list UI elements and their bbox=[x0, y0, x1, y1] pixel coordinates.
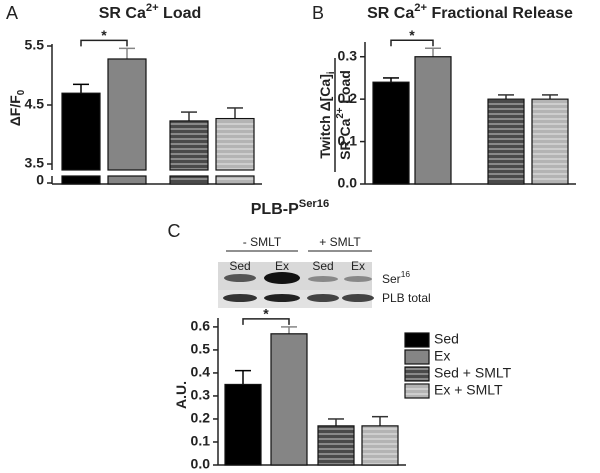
blot-band bbox=[308, 276, 338, 282]
blot-band bbox=[307, 294, 339, 302]
legend-swatch bbox=[404, 383, 430, 399]
y-tick-label: 0.5 bbox=[191, 341, 211, 357]
chart-title-part: 2+ bbox=[414, 2, 427, 14]
blot-lane-label: Sed bbox=[312, 259, 333, 273]
bar bbox=[361, 425, 399, 466]
significance-label: * bbox=[409, 27, 415, 43]
y-axis-label-numerator-part: Twitch Δ[Ca] bbox=[317, 74, 333, 158]
chart-title: SR Ca2+ Load bbox=[99, 2, 202, 22]
bar bbox=[487, 98, 525, 185]
significance-label: * bbox=[101, 27, 107, 43]
bar bbox=[169, 120, 209, 171]
y-axis-label-denominator-part: SR Ca bbox=[337, 118, 353, 159]
bar bbox=[107, 58, 147, 171]
blot-row-label-part: 16 bbox=[401, 269, 411, 279]
blot-band bbox=[224, 274, 256, 282]
blot-group-label: - SMLT bbox=[243, 235, 282, 249]
bar bbox=[215, 117, 255, 171]
y-axis-label-numerator: Twitch Δ[Ca]i bbox=[317, 71, 337, 158]
bar bbox=[224, 383, 262, 466]
y-tick-label: 3.5 bbox=[25, 155, 45, 171]
panel-label: B bbox=[312, 3, 324, 23]
legend-swatch bbox=[404, 349, 430, 365]
y-axis-label-denominator-part: 2+ bbox=[335, 107, 346, 118]
bar bbox=[414, 56, 452, 185]
blot-lane-label: Ex bbox=[275, 259, 289, 273]
significance-bracket bbox=[242, 318, 290, 325]
y-tick-label: 0.2 bbox=[338, 90, 358, 106]
legend-label: Ex bbox=[434, 348, 450, 364]
bar bbox=[270, 333, 308, 466]
panel-label: A bbox=[6, 3, 18, 23]
chart-title-part: PLB-P bbox=[251, 201, 299, 218]
blot-lane-label: Sed bbox=[229, 259, 250, 273]
y-tick-label: 5.5 bbox=[25, 37, 45, 53]
y-tick-label: 0.6 bbox=[191, 318, 211, 334]
legend-label: Sed bbox=[434, 331, 459, 347]
legend-swatch bbox=[404, 366, 430, 382]
y-axis-label-denominator-part: Load bbox=[337, 70, 353, 107]
y-axis-label-part: A.U. bbox=[173, 381, 189, 409]
bar-base bbox=[61, 175, 101, 185]
y-tick-label: 0.1 bbox=[191, 433, 211, 449]
y-tick-label: 0 bbox=[36, 172, 44, 188]
y-tick-label: 0.1 bbox=[338, 132, 358, 148]
legend-label: Sed + SMLT bbox=[434, 365, 512, 381]
bar-base bbox=[215, 175, 255, 185]
y-tick-label: 0.0 bbox=[338, 175, 358, 191]
blot-band bbox=[264, 294, 300, 302]
chart-title: SR Ca2+ Fractional Release bbox=[367, 2, 573, 22]
bar-base bbox=[169, 175, 209, 185]
legend-swatch bbox=[404, 332, 430, 348]
blot-image bbox=[218, 250, 374, 308]
y-tick-label: 0.3 bbox=[338, 47, 358, 63]
blot-band bbox=[344, 276, 372, 282]
blot-band bbox=[342, 294, 374, 302]
y-axis-label: ΔF/F0 bbox=[7, 89, 27, 126]
panel-label: C bbox=[168, 221, 181, 241]
y-axis-label-denominator: SR Ca2+ Load bbox=[335, 70, 353, 160]
y-axis-label: A.U. bbox=[173, 381, 189, 409]
blot-row-label: PLB total bbox=[382, 291, 431, 305]
bar-base bbox=[107, 175, 147, 185]
chart-title-part: SR Ca bbox=[367, 5, 414, 22]
blot-band bbox=[264, 272, 300, 284]
bar bbox=[372, 81, 410, 185]
y-axis-label-numerator-part: i bbox=[326, 71, 337, 74]
y-axis-label-part: 0 bbox=[16, 89, 27, 95]
significance-bracket bbox=[390, 39, 434, 47]
bar bbox=[531, 98, 569, 185]
blot-row-label: Ser16 bbox=[382, 269, 410, 286]
chart-title-part: SR Ca bbox=[99, 5, 146, 22]
chart-title-part: Load bbox=[159, 5, 202, 22]
blot-group-label: + SMLT bbox=[319, 235, 361, 249]
blot-row-label-part: Ser bbox=[382, 272, 401, 286]
y-tick-label: 0.0 bbox=[191, 456, 211, 472]
significance-label: * bbox=[263, 306, 269, 322]
y-tick-label: 4.5 bbox=[25, 96, 45, 112]
y-axis-label-part: ΔF/F bbox=[7, 95, 23, 127]
chart-title-part: Ser16 bbox=[299, 198, 329, 210]
y-tick-label: 0.2 bbox=[191, 410, 211, 426]
blot-band bbox=[223, 294, 257, 302]
legend-label: Ex + SMLT bbox=[434, 382, 503, 398]
bar bbox=[317, 425, 355, 466]
chart-title-part: 2+ bbox=[146, 2, 159, 14]
chart-title-part: Fractional Release bbox=[427, 5, 573, 22]
chart-title: PLB-PSer16 bbox=[251, 198, 329, 218]
bar bbox=[61, 92, 101, 171]
y-tick-label: 0.4 bbox=[191, 364, 211, 380]
y-tick-label: 0.3 bbox=[191, 387, 211, 403]
blot-row-label-part: PLB total bbox=[382, 291, 431, 305]
significance-bracket bbox=[80, 39, 128, 47]
blot-lane-label: Ex bbox=[351, 259, 365, 273]
